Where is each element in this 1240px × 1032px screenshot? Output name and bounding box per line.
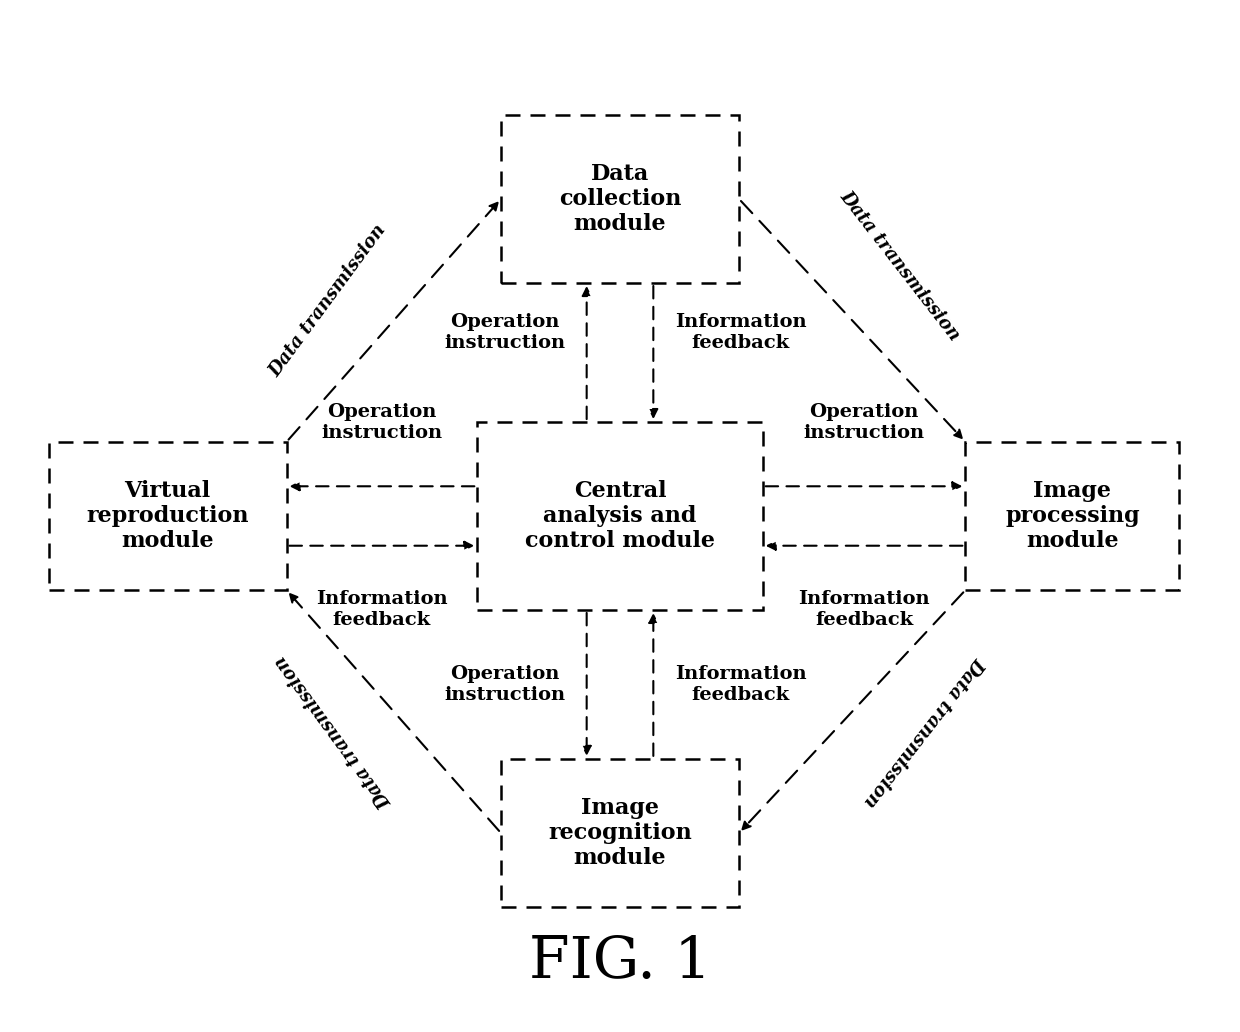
Text: Operation
instruction: Operation instruction	[444, 665, 565, 704]
Text: Central
analysis and
control module: Central analysis and control module	[525, 480, 715, 552]
Text: Data transmission: Data transmission	[861, 653, 987, 810]
Text: Operation
instruction: Operation instruction	[444, 314, 565, 352]
Bar	[477, 422, 763, 610]
Text: Information
feedback: Information feedback	[799, 590, 930, 630]
Text: Data
collection
module: Data collection module	[559, 163, 681, 235]
Text: FIG. 1: FIG. 1	[528, 934, 712, 990]
Text: Image
processing
module: Image processing module	[1006, 480, 1140, 552]
Text: Image
recognition
module: Image recognition module	[548, 797, 692, 869]
Text: Information
feedback: Information feedback	[675, 314, 806, 352]
Text: Virtual
reproduction
module: Virtual reproduction module	[87, 480, 249, 552]
Text: Information
feedback: Information feedback	[316, 590, 448, 630]
Bar	[501, 759, 739, 907]
Text: Data transmission: Data transmission	[273, 652, 396, 811]
Text: Information
feedback: Information feedback	[675, 665, 806, 704]
Text: Operation
instruction: Operation instruction	[321, 402, 443, 442]
Text: Data transmission: Data transmission	[267, 221, 391, 380]
Text: Data transmission: Data transmission	[836, 188, 963, 345]
Bar	[965, 442, 1179, 590]
Text: Operation
instruction: Operation instruction	[804, 402, 925, 442]
Bar	[501, 115, 739, 283]
Bar	[48, 442, 286, 590]
